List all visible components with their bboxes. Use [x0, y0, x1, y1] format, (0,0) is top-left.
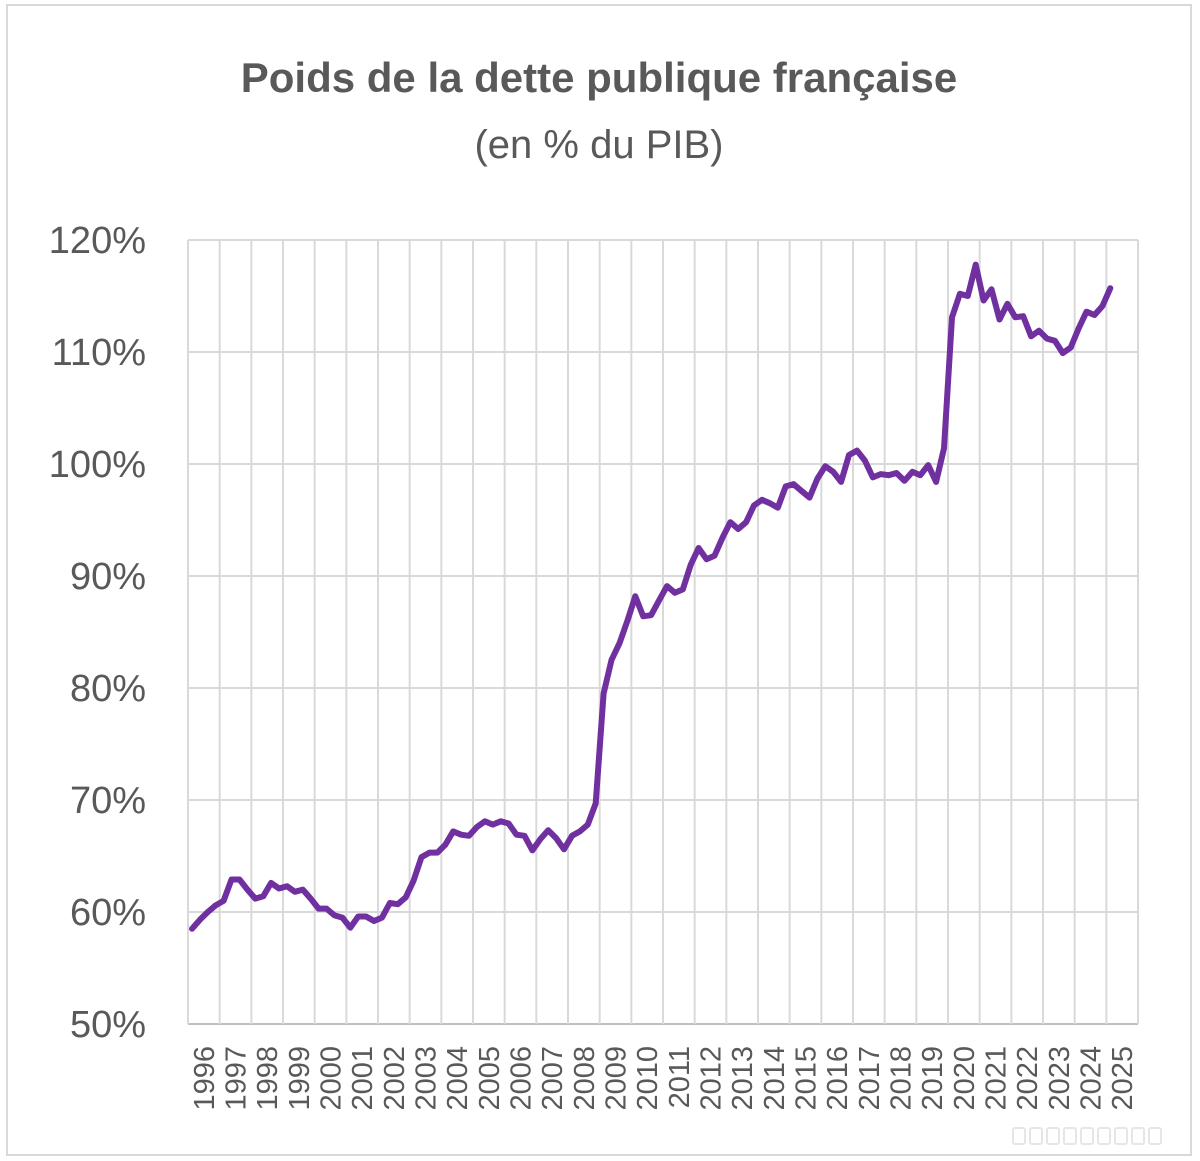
- x-tick-label: 2021: [981, 1046, 1013, 1111]
- x-tick-label: 2016: [822, 1046, 854, 1111]
- y-tick-label: 50%: [70, 1004, 146, 1046]
- x-tick-label: 2015: [791, 1046, 823, 1111]
- chart-title: Poids de la dette publique française: [241, 54, 958, 101]
- x-tick-label: 1999: [284, 1046, 316, 1111]
- y-tick-label: 90%: [70, 556, 146, 598]
- x-tick-label: 2002: [379, 1046, 411, 1111]
- x-tick-label: 2011: [664, 1046, 696, 1108]
- x-tick-label: 2004: [442, 1046, 474, 1111]
- x-tick-label: 2019: [917, 1046, 949, 1111]
- watermark-logo: [1012, 1127, 1165, 1150]
- x-tick-label: 2024: [1076, 1046, 1108, 1111]
- x-tick-label: 2009: [601, 1046, 633, 1111]
- x-tick-label: 2005: [474, 1046, 506, 1111]
- gridlines: [187, 239, 1139, 1025]
- y-tick-label: 70%: [70, 780, 146, 822]
- x-tick-label: 2023: [1044, 1046, 1076, 1111]
- y-tick-label: 120%: [49, 220, 146, 262]
- x-tick-label: 2003: [411, 1046, 443, 1111]
- x-tick-label: 2008: [569, 1046, 601, 1111]
- x-tick-label: 1998: [252, 1046, 284, 1111]
- x-tick-label: 1996: [189, 1046, 221, 1111]
- x-tick-label: 2025: [1107, 1046, 1139, 1111]
- x-tick-label: 2018: [886, 1046, 918, 1111]
- x-tick-label: 2000: [316, 1046, 348, 1111]
- y-tick-label: 110%: [52, 332, 146, 374]
- x-tick-label: 2010: [632, 1046, 664, 1111]
- x-tick-label: 2006: [506, 1046, 538, 1111]
- x-tick-label: 2001: [347, 1046, 379, 1111]
- x-tick-label: 2012: [696, 1046, 728, 1111]
- series-layer: [189, 261, 1114, 932]
- y-tick-label: 60%: [70, 892, 146, 934]
- series-line: [189, 261, 1114, 932]
- x-tick-label: 2013: [727, 1046, 759, 1111]
- y-axis-ticks: 120% 110% 100% 90% 80% 70% 60% 50%: [49, 220, 146, 1046]
- y-tick-label: 80%: [70, 668, 146, 710]
- x-tick-label: 2022: [1012, 1046, 1044, 1111]
- y-tick-label: 100%: [49, 444, 146, 486]
- x-tick-label: 2014: [759, 1046, 791, 1111]
- chart-subtitle: (en % du PIB): [474, 123, 723, 167]
- x-tick-label: 1997: [221, 1046, 253, 1111]
- x-axis-ticks: 1996 1997 1998 1999 2000 2001 2002 2003 2004 2005…: [189, 1046, 1139, 1111]
- x-tick-label: 2007: [537, 1046, 569, 1111]
- x-tick-label: 2020: [949, 1046, 981, 1111]
- x-tick-label: 2017: [854, 1046, 886, 1111]
